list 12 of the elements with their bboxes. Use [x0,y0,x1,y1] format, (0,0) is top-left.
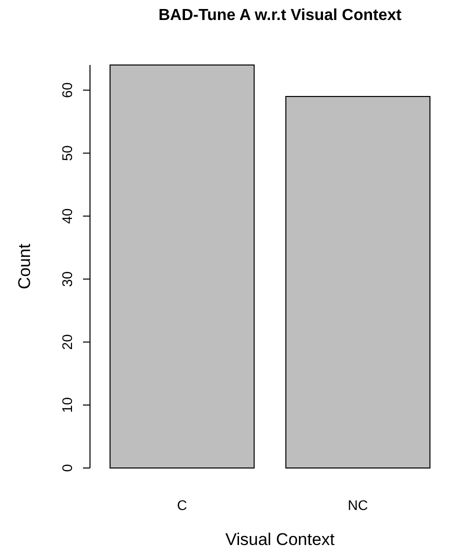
y-tick-label: 60 [59,82,75,98]
y-tick-label: 50 [59,145,75,161]
y-axis-title: Count [15,244,34,290]
y-tick-label: 20 [59,334,75,350]
chart-title: BAD-Tune A w.r.t Visual Context [158,7,402,24]
x-tick-label: C [177,497,188,513]
x-tick-label: NC [348,497,368,513]
y-tick-label: 0 [59,464,75,472]
x-axis-title: Visual Context [225,530,335,549]
y-tick-label: 10 [59,397,75,413]
y-tick-label: 40 [59,208,75,224]
y-tick-label: 30 [59,271,75,287]
